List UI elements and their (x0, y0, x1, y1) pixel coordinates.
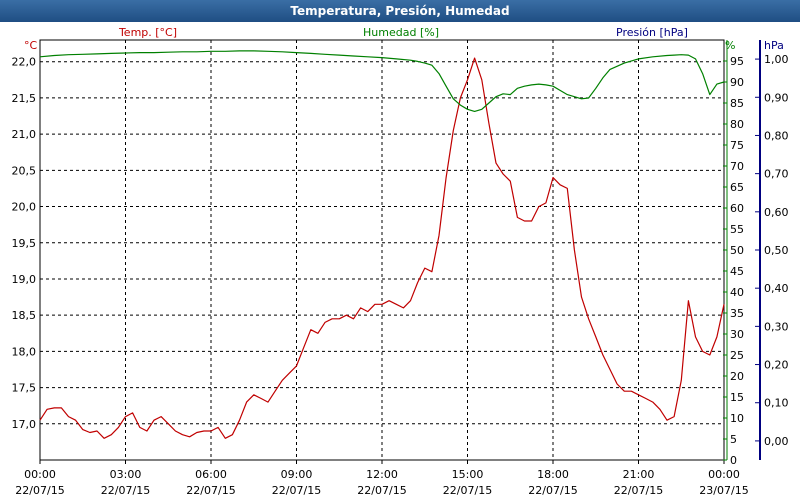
pressure-tick-label: 0,50 (764, 244, 789, 257)
temp-tick-label: 20,0 (12, 201, 37, 214)
humidity-tick-label: 60 (730, 202, 744, 215)
x-tick-date: 22/07/15 (186, 484, 235, 497)
humidity-tick-label: 75 (730, 139, 744, 152)
humidity-tick-label: 35 (730, 307, 744, 320)
temp-axis-label: Temp. [°C] (118, 26, 177, 39)
x-tick-date: 23/07/15 (699, 484, 748, 497)
humidity-tick-label: 45 (730, 265, 744, 278)
temp-tick-label: 20,5 (12, 164, 37, 177)
pressure-tick-label: 0,70 (764, 168, 789, 181)
humidity-tick-label: 30 (730, 328, 744, 341)
pressure-tick-label: 0,00 (764, 435, 789, 448)
pressure-tick-label: 0,30 (764, 320, 789, 333)
x-tick-label: 00:00 (24, 468, 56, 481)
temp-tick-label: 19,0 (12, 273, 37, 286)
x-tick-date: 22/07/15 (357, 484, 406, 497)
pressure-unit-label: hPa (764, 39, 784, 52)
x-tick-date: 22/07/15 (443, 484, 492, 497)
pressure-tick-label: 0,40 (764, 282, 789, 295)
x-tick-label: 18:00 (537, 468, 569, 481)
chart-svg: 00:00 22/07/15 03:00 22/07/15 06:00 22/07/15 0… (12, 26, 789, 497)
x-tick-label: 12:00 (366, 468, 398, 481)
chart-area: 00:00 22/07/15 03:00 22/07/15 06:00 22/07/15 0… (0, 22, 800, 500)
x-tick-label: 15:00 (452, 468, 484, 481)
humidity-axis-label: Humedad [%] (363, 26, 439, 39)
x-tick-date: 22/07/15 (15, 484, 64, 497)
temp-tick-label: 22,0 (12, 56, 37, 69)
humidity-tick-label: 70 (730, 160, 744, 173)
x-tick-label: 06:00 (195, 468, 227, 481)
temperature-series-line (39, 57, 725, 439)
humidity-tick-label: 85 (730, 97, 744, 110)
temp-tick-label: 21,0 (12, 128, 37, 141)
pressure-tick-label: 0,90 (764, 91, 789, 104)
x-tick-date: 22/07/15 (614, 484, 663, 497)
humidity-tick-label: 15 (730, 391, 744, 404)
x-tick-label: 03:00 (110, 468, 142, 481)
temp-tick-label: 17,0 (12, 418, 37, 431)
humidity-tick-label: 20 (730, 370, 744, 383)
temp-tick-label: 18,5 (12, 309, 37, 322)
humidity-tick-label: 5 (730, 433, 737, 446)
x-tick-label: 09:00 (281, 468, 313, 481)
x-tick-date: 22/07/15 (528, 484, 577, 497)
x-tick-label: 00:00 (708, 468, 740, 481)
chart-title: Temperatura, Presión, Humedad (0, 0, 800, 22)
humidity-tick-label: 25 (730, 349, 744, 362)
x-tick-date: 22/07/15 (272, 484, 321, 497)
humidity-tick-label: 50 (730, 244, 744, 257)
humidity-tick-label: 90 (730, 76, 744, 89)
pressure-tick-label: 0,10 (764, 397, 789, 410)
x-tick-date: 22/07/15 (101, 484, 150, 497)
humidity-unit-label: % (725, 39, 735, 52)
pressure-axis-label: Presión [hPa] (616, 26, 688, 39)
humidity-tick-label: 40 (730, 286, 744, 299)
pressure-tick-label: 0,20 (764, 359, 789, 372)
humidity-tick-label: 0 (730, 454, 737, 467)
x-tick-label: 21:00 (623, 468, 655, 481)
temp-unit-label: °C (24, 39, 38, 52)
humidity-tick-label: 55 (730, 223, 744, 236)
humidity-series-line (39, 50, 725, 113)
temp-tick-label: 17,5 (12, 382, 37, 395)
temp-tick-label: 18,0 (12, 345, 37, 358)
pressure-tick-label: 0,80 (764, 129, 789, 142)
humidity-tick-label: 10 (730, 412, 744, 425)
pressure-tick-label: 0,60 (764, 206, 789, 219)
humidity-tick-label: 80 (730, 118, 744, 131)
temp-tick-label: 19,5 (12, 237, 37, 250)
temp-tick-label: 21,5 (12, 92, 37, 105)
pressure-tick-label: 1,00 (764, 53, 789, 66)
humidity-tick-label: 95 (730, 55, 744, 68)
humidity-tick-label: 65 (730, 181, 744, 194)
